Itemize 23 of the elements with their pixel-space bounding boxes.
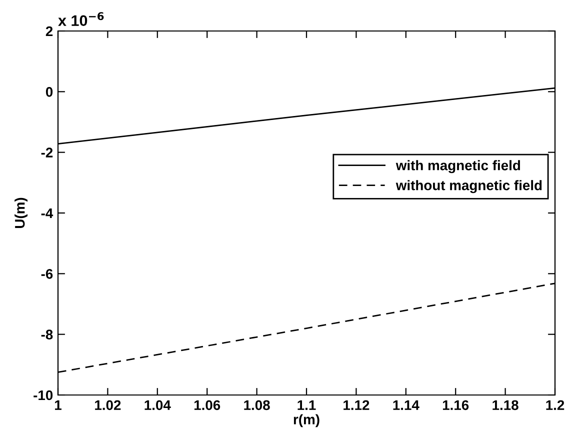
x-axis-title: r(m) bbox=[294, 414, 320, 428]
legend-label: without magnetic field bbox=[396, 180, 542, 194]
x-tick-label: 1.08 bbox=[244, 400, 270, 410]
y-axis-title: U(m) bbox=[14, 198, 28, 228]
x-tick-label: 1.14 bbox=[393, 400, 420, 410]
x-tick-label: 1 bbox=[55, 400, 62, 410]
y-tick-label: -2 bbox=[41, 148, 53, 158]
x-tick-label: 1.06 bbox=[194, 400, 220, 410]
y-tick-label: 2 bbox=[46, 26, 53, 36]
x-tick-label: 1.16 bbox=[442, 400, 469, 410]
x-tick-label: 1.2 bbox=[546, 400, 564, 410]
y-tick-label: -8 bbox=[41, 330, 53, 340]
x-tick-label: 1.18 bbox=[492, 400, 518, 410]
x-tick-label: 1.04 bbox=[144, 400, 171, 410]
x-tick-label: 1.12 bbox=[344, 400, 370, 410]
y-tick-label: -4 bbox=[41, 208, 54, 218]
y-tick-label: -10 bbox=[34, 390, 53, 400]
x-tick-label: 1.02 bbox=[95, 400, 121, 410]
text: x 10$^{−6}$ bbox=[58, 12, 104, 26]
legend-label: with magnetic field bbox=[396, 160, 520, 174]
y-tick-label: 0 bbox=[46, 87, 53, 97]
y-tick-label: -6 bbox=[41, 269, 53, 279]
x-tick-label: 1.1 bbox=[298, 400, 316, 410]
